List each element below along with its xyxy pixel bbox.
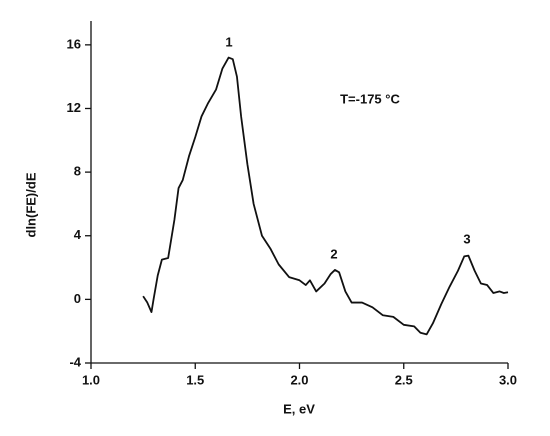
annotation: 1 bbox=[225, 34, 232, 49]
y-tick-label: 4 bbox=[74, 227, 82, 242]
x-tick-label: 1.0 bbox=[82, 372, 100, 387]
x-axis-label: E, eV bbox=[283, 401, 315, 416]
y-axis-label: dln(FE)/dE bbox=[23, 172, 38, 237]
x-tick-label: 2.0 bbox=[290, 372, 308, 387]
y-tick-label: 0 bbox=[74, 291, 81, 306]
annotation: 3 bbox=[463, 231, 470, 246]
y-tick-label: 8 bbox=[74, 164, 81, 179]
y-tick-label: 16 bbox=[67, 36, 81, 51]
annotation: T=-175 °C bbox=[340, 91, 400, 106]
y-tick-label: -4 bbox=[69, 354, 81, 369]
curve bbox=[142, 56, 509, 336]
x-tick-label: 2.5 bbox=[395, 372, 413, 387]
x-tick-label: 1.5 bbox=[186, 372, 204, 387]
annotation: 2 bbox=[330, 246, 337, 261]
y-tick-label: 12 bbox=[67, 100, 81, 115]
x-tick-label: 3.0 bbox=[499, 372, 517, 387]
